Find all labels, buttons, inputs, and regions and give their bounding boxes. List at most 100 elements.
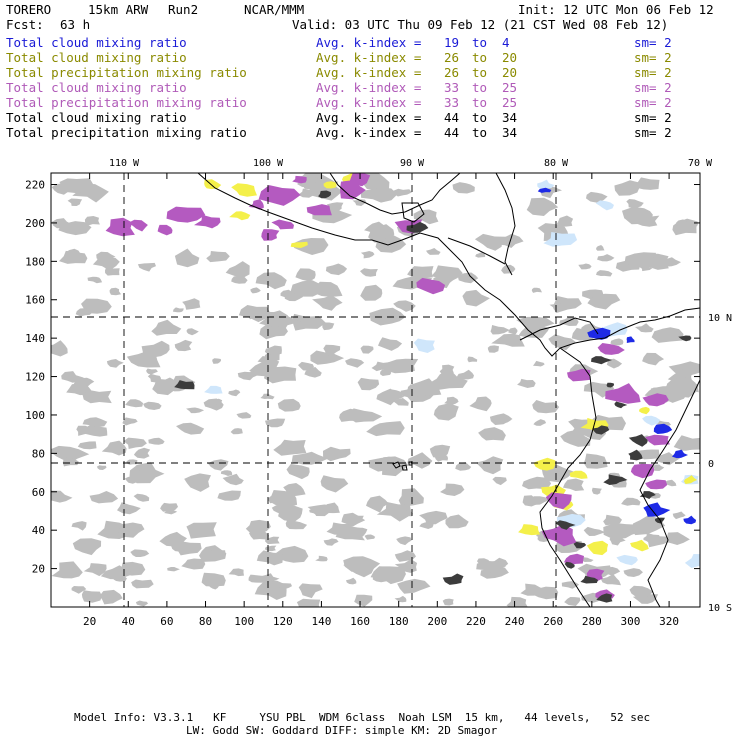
x-tick-label: 100 [234, 615, 254, 628]
legend-avg: Avg. k-index = [316, 80, 422, 95]
dark-cloud [564, 561, 575, 569]
x-tick-label: 140 [311, 615, 331, 628]
purple-cloud [105, 217, 135, 237]
dark-cloud [596, 593, 613, 603]
gray-cloud [638, 449, 662, 460]
x-tick-label: 300 [621, 615, 641, 628]
gray-cloud [591, 487, 602, 495]
gray-cloud [172, 307, 184, 313]
header-fcst-value: 63 h [60, 17, 91, 32]
legend-k2: 34 [502, 125, 518, 140]
yellow-cloud [630, 539, 649, 552]
gray-cloud [398, 488, 424, 507]
gray-cloud [323, 538, 339, 546]
gray-cloud [181, 558, 206, 570]
gray-cloud [67, 198, 83, 206]
gray-cloud [457, 272, 479, 284]
gray-cloud [207, 459, 229, 471]
gray-cloud [371, 361, 391, 372]
gray-cloud [290, 280, 325, 297]
legend-to: to [472, 110, 488, 125]
legend-k2: 34 [502, 110, 518, 125]
gray-cloud [606, 358, 623, 369]
gray-cloud [51, 445, 90, 463]
legend-avg: Avg. k-index = [316, 65, 422, 80]
y-tick-label: 140 [25, 332, 45, 345]
gray-cloud [184, 473, 211, 492]
x-tick-label: 240 [505, 615, 525, 628]
gray-cloud [259, 324, 288, 340]
gray-cloud [393, 188, 412, 197]
gray-cloud [176, 422, 205, 435]
gray-cloud [285, 519, 308, 530]
gray-cloud [478, 427, 506, 441]
x-tick-label: 80 [199, 615, 212, 628]
gray-cloud [217, 490, 241, 501]
purple-cloud [564, 553, 584, 565]
latitude-label: 10 S [708, 603, 732, 614]
legend-field: Total precipitation mixing ratio [6, 125, 247, 140]
header-org: NCAR/MMM [244, 2, 305, 17]
gray-cloud [201, 572, 226, 587]
x-tick-label: 320 [659, 615, 679, 628]
latitude-label: 0 [708, 459, 714, 470]
header-model: TORERO [6, 2, 52, 17]
legend-k2: 25 [502, 95, 518, 110]
gray-cloud [260, 393, 275, 400]
gray-cloud [560, 429, 591, 447]
light-blue-cloud [616, 554, 638, 566]
gray-cloud [320, 475, 349, 493]
y-tick-label: 40 [32, 524, 45, 537]
gray-cloud [135, 600, 149, 607]
light-blue-cloud [413, 338, 435, 353]
gray-cloud [664, 479, 677, 487]
gray-cloud [312, 295, 343, 311]
gray-cloud [264, 345, 282, 356]
gray-cloud [51, 490, 73, 503]
gray-cloud [532, 400, 560, 414]
gray-cloud [206, 251, 230, 263]
legend-sm: sm= 2 [634, 65, 672, 80]
gray-cloud [159, 531, 187, 547]
purple-cloud [157, 224, 173, 236]
gray-cloud [360, 187, 398, 203]
gray-cloud [426, 248, 441, 255]
gray-cloud [517, 378, 536, 388]
gray-cloud [655, 452, 681, 466]
gray-cloud [162, 377, 176, 387]
gray-cloud [394, 595, 407, 603]
gray-cloud [212, 358, 221, 364]
gray-cloud [87, 276, 103, 284]
gray-cloud [623, 568, 643, 577]
x-tick-label: 120 [273, 615, 293, 628]
gray-cloud [148, 437, 165, 445]
x-tick-label: 200 [427, 615, 447, 628]
legend-sm: sm= 2 [634, 35, 672, 50]
gray-cloud [228, 389, 241, 397]
legend-sm: sm= 2 [634, 50, 672, 65]
dark-cloud-areas [174, 190, 692, 603]
coastline [197, 173, 700, 607]
gray-cloud [378, 337, 403, 351]
gray-cloud [343, 559, 375, 578]
gray-cloud [501, 264, 516, 274]
gray-cloud [439, 364, 455, 375]
legend-to: to [472, 65, 488, 80]
y-tick-label: 80 [32, 447, 45, 460]
gray-cloud [675, 219, 687, 228]
gray-cloud [352, 199, 367, 206]
gray-cloud [286, 464, 310, 480]
gray-cloud [407, 452, 433, 469]
blue-cloud [537, 187, 552, 193]
gray-cloud [228, 568, 244, 577]
purple-cloud [645, 479, 668, 490]
y-tick-label: 160 [25, 294, 45, 307]
gray-cloud [236, 412, 252, 419]
gray-cloud [583, 453, 608, 469]
dark-cloud [555, 520, 576, 530]
gray-cloud [549, 302, 564, 310]
gray-cloud [366, 495, 389, 513]
gray-cloud [444, 396, 459, 405]
legend-k1: 26 [444, 50, 460, 65]
gray-cloud [531, 287, 542, 293]
